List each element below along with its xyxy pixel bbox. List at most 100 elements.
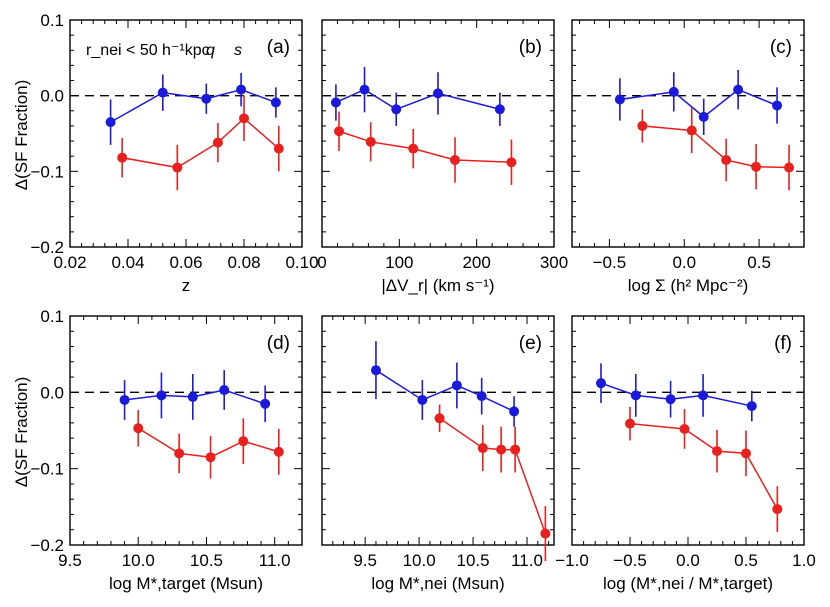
data-point xyxy=(408,143,419,154)
data-point xyxy=(391,104,402,115)
x-tick-label: 0.08 xyxy=(227,253,260,272)
data-point xyxy=(260,398,271,409)
x-tick-label: −0.5 xyxy=(613,551,647,570)
x-axis-title: |ΔV_r| (km s⁻¹) xyxy=(381,276,494,295)
data-point xyxy=(637,120,648,131)
x-tick-label: 1.0 xyxy=(792,551,816,570)
y-tick-label: −0.1 xyxy=(30,460,64,479)
y-tick-label: −0.2 xyxy=(30,536,64,555)
data-point xyxy=(450,154,461,165)
series-q xyxy=(637,107,795,191)
panel-label: (b) xyxy=(519,37,542,58)
data-point xyxy=(105,117,116,128)
x-tick-label: 9.5 xyxy=(353,551,377,570)
x-tick-label: 11.0 xyxy=(259,551,291,570)
legend-s-label: s xyxy=(234,42,242,59)
series-s xyxy=(370,341,520,427)
data-point xyxy=(751,161,762,172)
x-axis-title: log M*,nei (Msun) xyxy=(371,574,504,593)
data-point xyxy=(509,406,520,417)
x-tick-label: 0.10 xyxy=(285,253,318,272)
x-tick-label: 9.5 xyxy=(58,551,82,570)
data-point xyxy=(119,394,130,405)
series-line xyxy=(619,88,778,118)
y-tick-label: 0.1 xyxy=(40,307,64,326)
y-axis-title-bottom: Δ(SF Fraction) xyxy=(12,377,31,488)
data-point xyxy=(741,448,751,459)
series-line xyxy=(110,88,277,123)
x-tick-label: 10.5 xyxy=(457,551,490,570)
x-tick-label: 10.0 xyxy=(403,551,436,570)
series-q xyxy=(625,406,783,533)
plot-frame xyxy=(321,315,555,546)
x-axis-title: log (M*,nei / M*,target) xyxy=(603,574,773,593)
data-point xyxy=(679,423,690,434)
data-point xyxy=(201,93,212,104)
panel-c: −0.5 0.0 0.5 log Σ (h² Mpc⁻²) (c) xyxy=(571,19,805,295)
data-point xyxy=(451,380,462,391)
plot-frame xyxy=(321,19,555,248)
series-line xyxy=(375,369,515,413)
x-tick-label: −0.5 xyxy=(593,253,627,272)
data-point xyxy=(359,84,370,95)
data-point xyxy=(370,365,381,376)
series-line xyxy=(338,130,512,164)
x-tick-label: 0.5 xyxy=(734,551,758,570)
x-tick-label: 0 xyxy=(317,253,326,272)
x-tick-label: 0.06 xyxy=(169,253,202,272)
x-axis-title: z xyxy=(182,276,191,295)
data-point xyxy=(205,452,216,463)
x-tick-label: 10.5 xyxy=(190,551,223,570)
panel-d: 0.1 0.0 −0.1 −0.29.5 10.0 10.5 11.0 log M*,targ… xyxy=(30,307,303,593)
data-point xyxy=(238,436,249,447)
y-tick-label: 0.0 xyxy=(40,87,64,106)
x-tick-label: 0.0 xyxy=(676,551,700,570)
panel-label: (f) xyxy=(774,333,792,354)
data-point xyxy=(506,157,517,168)
data-point xyxy=(187,391,198,402)
panel-a: 0.1 0.0 −0.1 −0.20.02 0.04 0.06 0.08 0.10 z (a) xyxy=(30,11,318,295)
data-point xyxy=(698,390,709,401)
x-tick-label: −1.0 xyxy=(555,551,589,570)
data-point xyxy=(596,378,606,389)
series-s xyxy=(105,72,281,145)
data-point xyxy=(686,125,697,136)
data-point xyxy=(772,504,783,515)
data-point xyxy=(494,104,505,115)
series-line xyxy=(122,117,280,169)
data-point xyxy=(625,418,635,429)
legend-radius-text: r_nei < 50 h⁻¹kpc xyxy=(86,42,210,59)
series-line xyxy=(600,382,752,407)
x-tick-label: 0.5 xyxy=(747,253,771,272)
series-q xyxy=(133,409,284,479)
data-point xyxy=(334,126,345,137)
data-point xyxy=(698,111,709,122)
data-point xyxy=(721,154,732,165)
data-point xyxy=(630,390,641,401)
data-point xyxy=(157,87,168,98)
plot-frame xyxy=(571,19,805,248)
y-axis-title-top: Δ(SF Fraction) xyxy=(12,80,31,191)
data-point xyxy=(270,97,281,108)
x-tick-label: 100 xyxy=(385,253,413,272)
series-q xyxy=(434,404,551,562)
x-axis-title: log M*,target (Msun) xyxy=(109,574,263,593)
data-point xyxy=(219,385,230,396)
data-point xyxy=(496,444,507,455)
data-point xyxy=(477,443,488,454)
series-q xyxy=(334,111,517,185)
data-point xyxy=(273,446,284,457)
data-point xyxy=(668,86,679,97)
series-s xyxy=(330,66,505,126)
data-point xyxy=(133,423,144,434)
data-point xyxy=(540,528,551,539)
x-tick-label: 200 xyxy=(462,253,490,272)
panel-label: (c) xyxy=(770,37,792,58)
series-q xyxy=(117,95,284,191)
data-point xyxy=(330,97,341,108)
data-point xyxy=(156,390,167,401)
data-point xyxy=(172,162,183,173)
plot-frame xyxy=(69,315,303,546)
y-tick-label: −0.1 xyxy=(30,162,64,181)
